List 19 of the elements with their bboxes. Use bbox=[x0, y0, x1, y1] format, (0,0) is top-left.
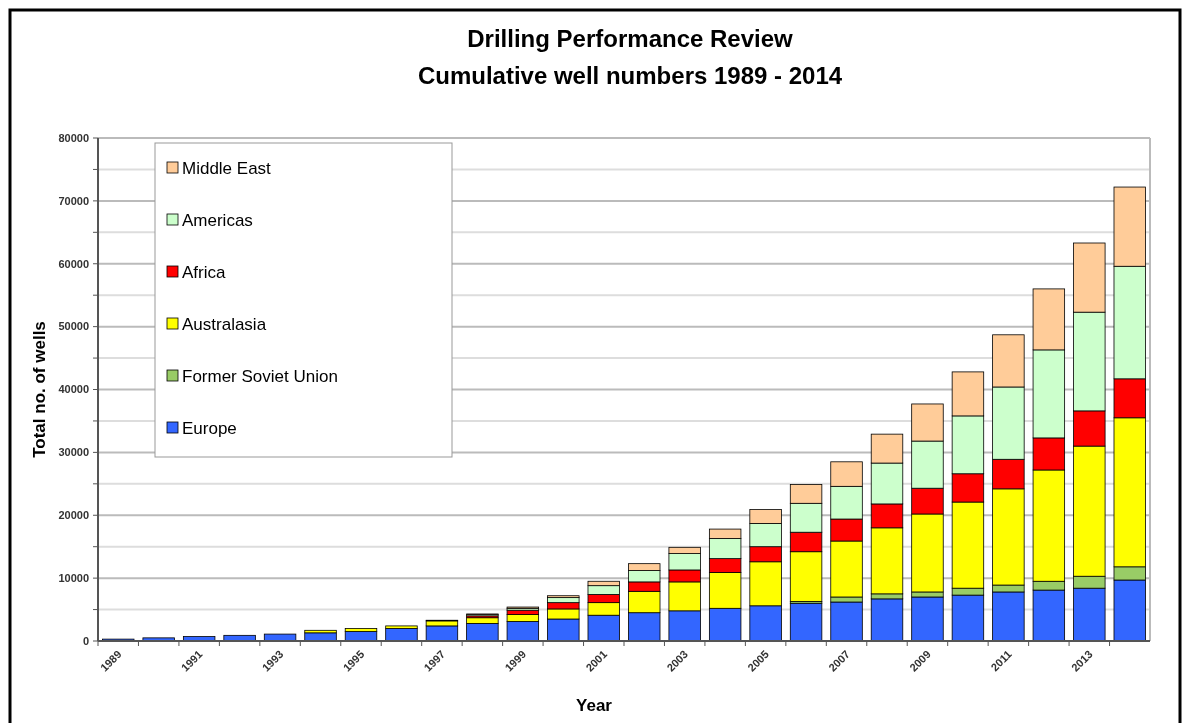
y-axis-title: Total no. of wells bbox=[30, 321, 49, 458]
legend-label: Australasia bbox=[182, 314, 267, 334]
y-tick-label: 30000 bbox=[58, 446, 89, 459]
chart-subtitle: Cumulative well numbers 1989 - 2014 bbox=[417, 62, 843, 89]
y-tick-label: 10000 bbox=[58, 571, 89, 584]
y-tick-label: 0 bbox=[82, 634, 89, 647]
y-tick-label: 40000 bbox=[58, 383, 89, 396]
y-tick-label: 70000 bbox=[58, 194, 89, 207]
legend-label: Europe bbox=[182, 418, 237, 438]
y-tick-label: 80000 bbox=[58, 131, 89, 144]
x-axis-title: Year bbox=[576, 696, 613, 715]
chart-title: Drilling Performance Review bbox=[467, 25, 794, 52]
legend-label: Americas bbox=[182, 210, 253, 230]
y-tick-label: 50000 bbox=[58, 320, 89, 333]
legend-label: Former Soviet Union bbox=[182, 366, 338, 386]
legend-label: Middle East bbox=[182, 158, 272, 178]
y-tick-label: 20000 bbox=[58, 509, 89, 522]
legend-label: Africa bbox=[182, 262, 226, 282]
y-tick-label: 60000 bbox=[58, 257, 89, 270]
